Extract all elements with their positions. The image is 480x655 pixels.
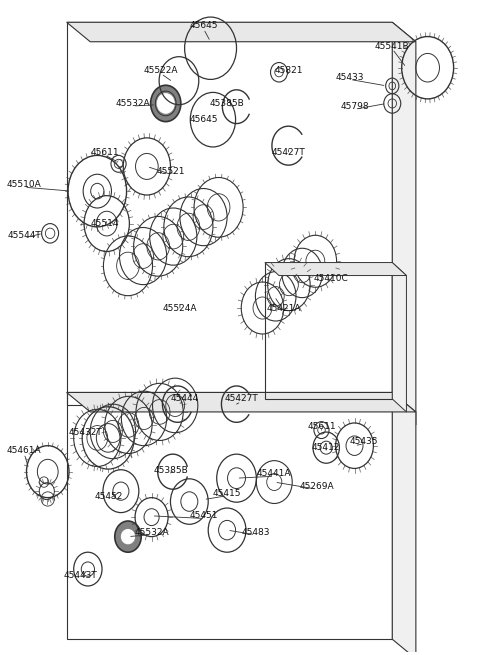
Text: 45510A: 45510A [7,180,42,189]
Text: 45514: 45514 [90,219,119,228]
Ellipse shape [115,521,141,552]
Text: 45521: 45521 [156,167,185,176]
Text: 45385B: 45385B [153,466,188,475]
Polygon shape [67,392,416,412]
Text: 45433: 45433 [336,73,364,82]
Ellipse shape [157,94,174,113]
Polygon shape [392,263,407,412]
Polygon shape [392,392,416,655]
Text: 45461A: 45461A [7,447,41,455]
Text: 45410C: 45410C [313,274,348,284]
Ellipse shape [121,529,134,544]
Text: 45645: 45645 [189,115,218,124]
Text: 45441A: 45441A [257,469,291,478]
Text: 45541B: 45541B [375,43,409,52]
Text: 45427T: 45427T [272,147,305,157]
Text: 45532A: 45532A [134,527,169,536]
Text: 45798: 45798 [340,102,369,111]
Text: 45427T: 45427T [224,394,258,403]
Text: 45444: 45444 [170,394,199,403]
Text: 45532A: 45532A [115,99,150,108]
Polygon shape [265,263,407,276]
Text: 45451: 45451 [189,512,218,520]
Text: 45385B: 45385B [210,99,244,108]
Ellipse shape [151,85,181,122]
Text: 45524A: 45524A [163,303,197,312]
Text: 45412: 45412 [312,443,340,452]
Text: 45544T: 45544T [7,231,41,240]
Text: 45443T: 45443T [64,571,97,580]
Text: 45421A: 45421A [266,303,301,312]
Text: 45611: 45611 [307,422,336,432]
Text: 45415: 45415 [213,489,241,498]
Text: 45483: 45483 [241,527,270,536]
Text: 45269A: 45269A [300,482,334,491]
Text: 45821: 45821 [274,66,303,75]
Text: 45611: 45611 [90,147,119,157]
Text: 45522A: 45522A [144,66,178,75]
Text: 45432T: 45432T [69,428,102,437]
Text: 45452: 45452 [95,492,123,501]
Text: 45645: 45645 [189,21,218,30]
Text: 45435: 45435 [350,437,378,445]
Polygon shape [392,22,416,425]
Polygon shape [67,22,416,42]
